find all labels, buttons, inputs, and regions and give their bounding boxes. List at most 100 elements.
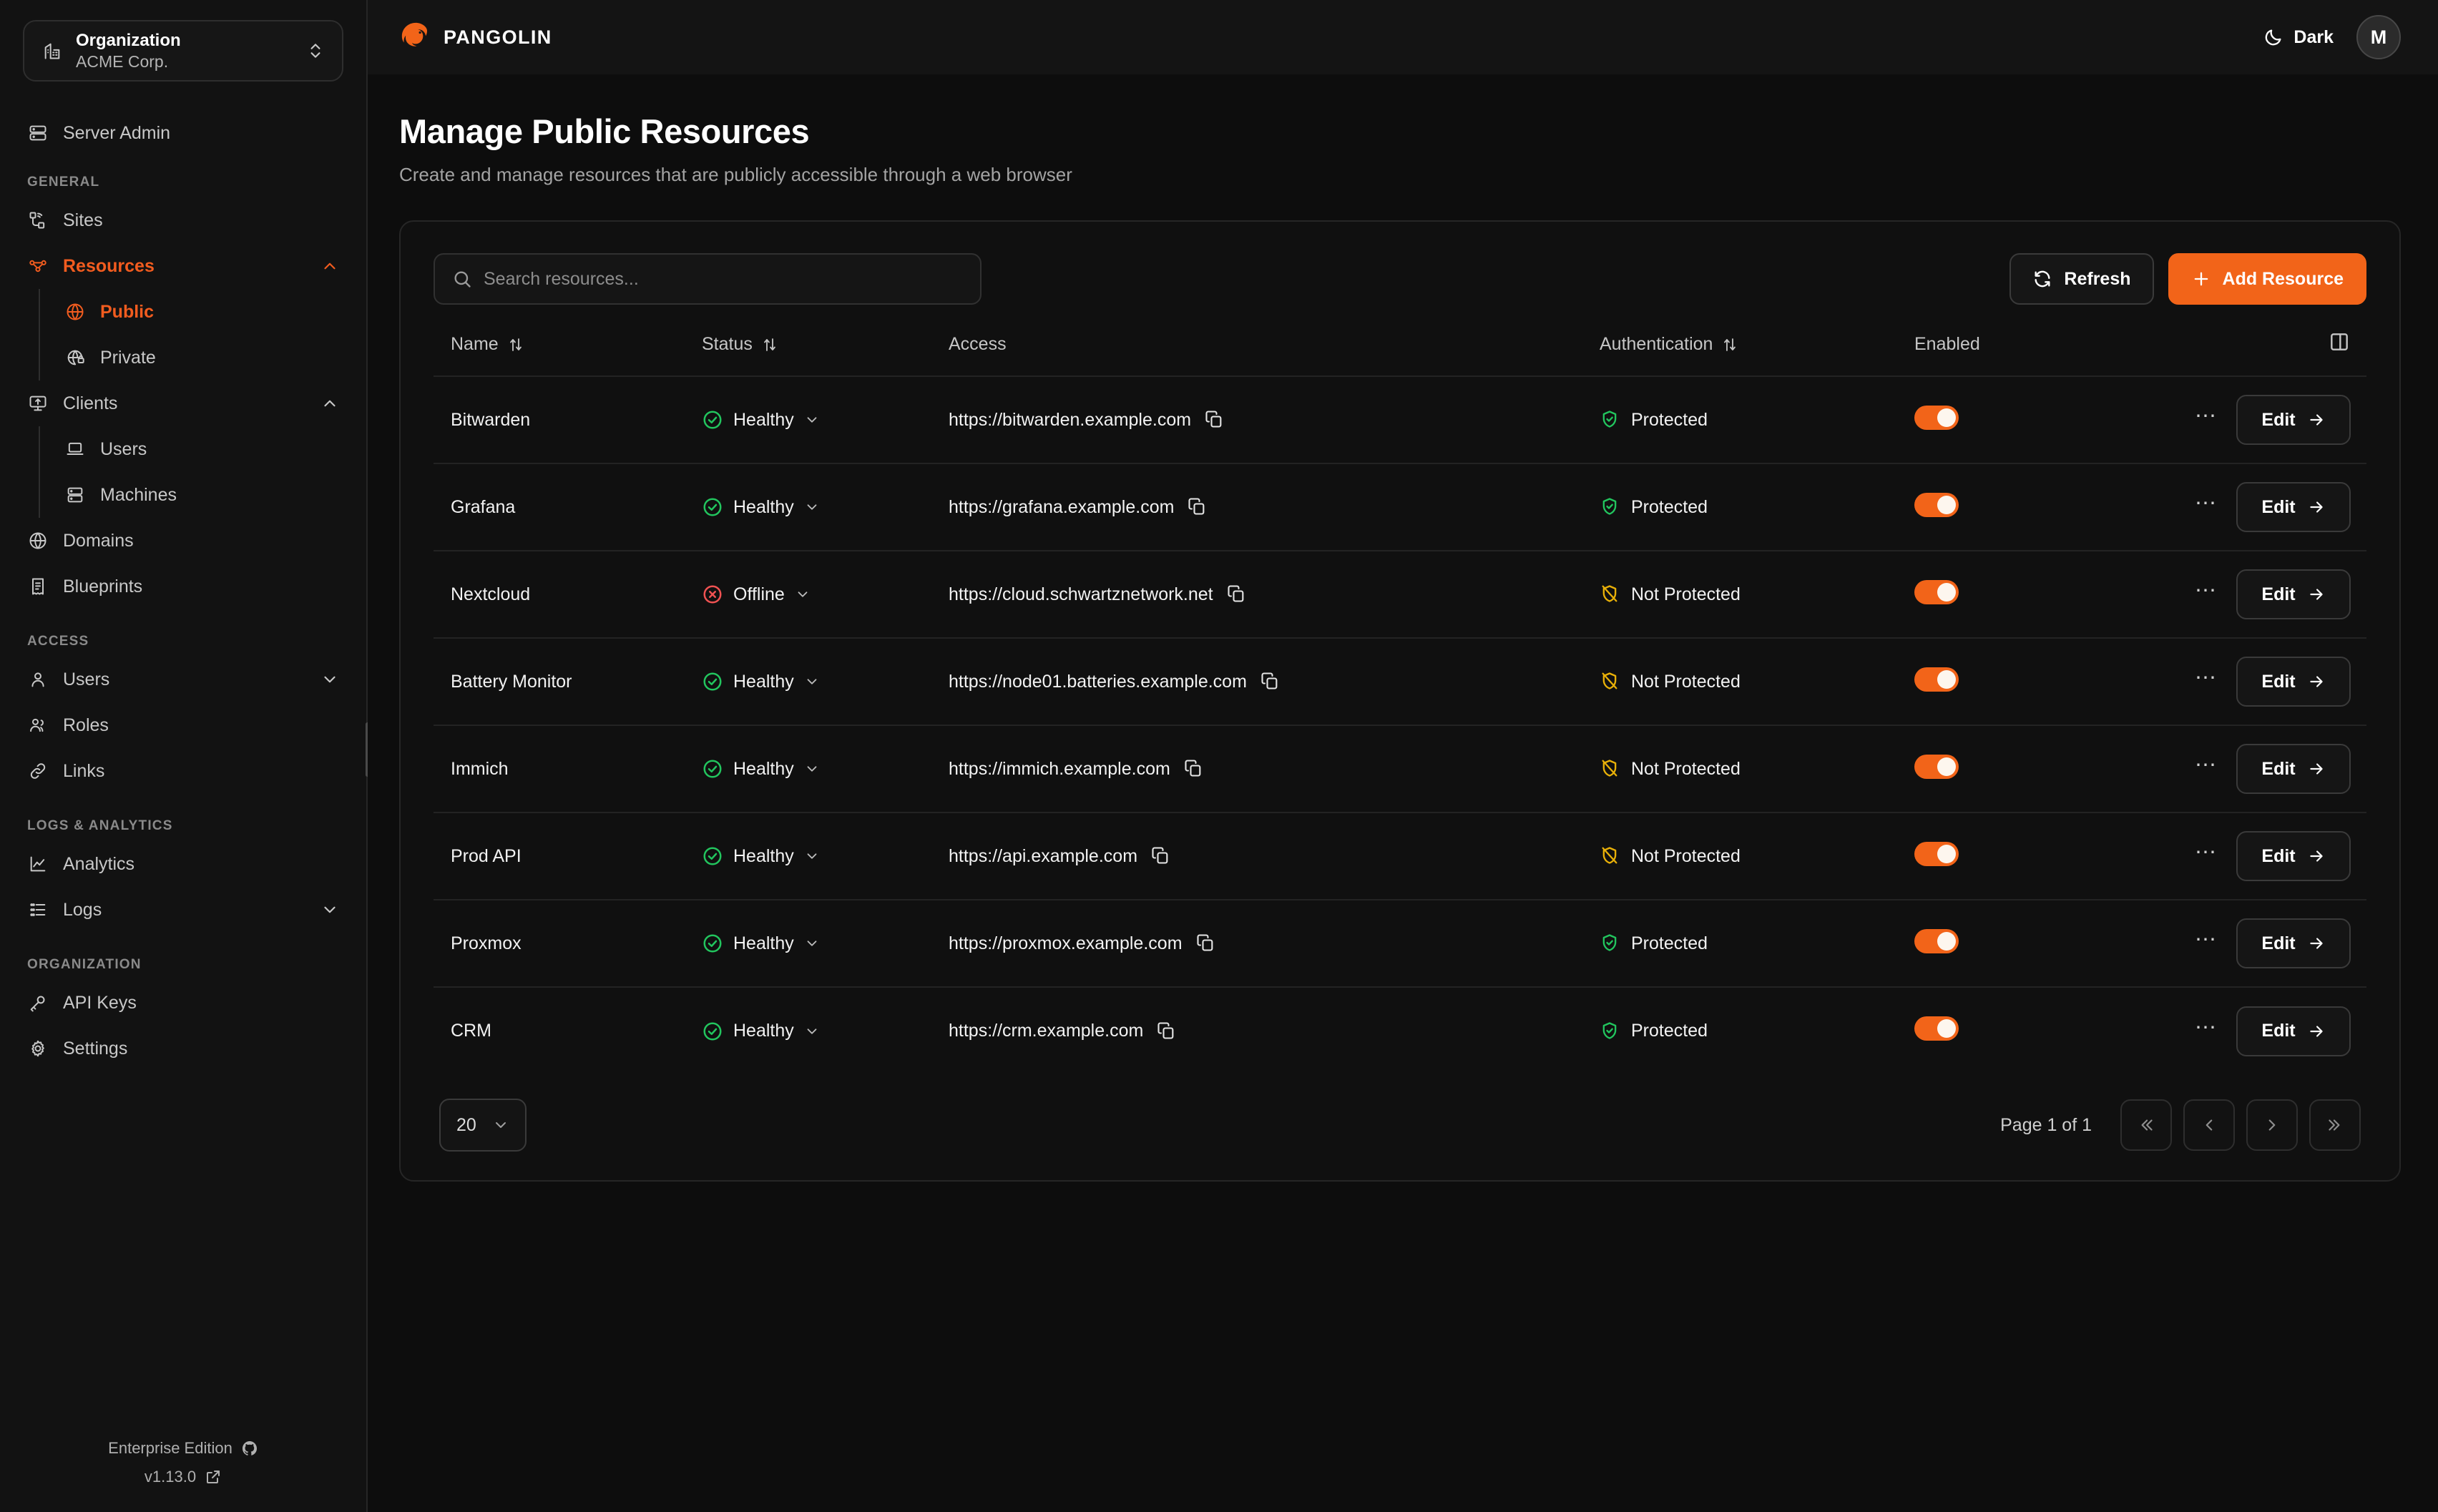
table-row[interactable]: Proxmox Healthy https://proxmox.example.… [434,899,2366,987]
row-menu-button[interactable]: ⋯ [2195,404,2218,428]
edit-button[interactable]: Edit [2236,482,2351,532]
sidebar-item-label: Server Admin [63,122,171,143]
status-healthy-icon [702,409,723,431]
sidebar-item-links[interactable]: Links [19,748,348,794]
copy-icon[interactable] [1204,409,1225,431]
column-visibility-icon[interactable] [2326,330,2351,355]
row-menu-button[interactable]: ⋯ [2195,840,2218,864]
cell-actions: ⋯ Edit [2122,725,2366,813]
sidebar-item-logs[interactable]: Logs [19,887,348,933]
theme-toggle[interactable]: Dark [2263,27,2334,48]
chevron-up-icon [320,394,339,413]
status-badge[interactable]: Healthy [702,671,949,692]
copy-icon[interactable] [1195,933,1217,954]
status-badge[interactable]: Healthy [702,1021,949,1042]
edit-button[interactable]: Edit [2236,1006,2351,1056]
row-menu-button[interactable]: ⋯ [2195,666,2218,689]
add-resource-button[interactable]: Add Resource [2168,253,2366,305]
sidebar-scrollbar[interactable] [366,722,369,777]
status-badge[interactable]: Healthy [702,933,949,954]
arrow-right-icon [2309,501,2323,513]
row-menu-button[interactable]: ⋯ [2195,579,2218,602]
column-header-status[interactable]: Status [702,330,949,376]
table-row[interactable]: Bitwarden Healthy https://bitwarden.exam… [434,375,2366,463]
copy-icon[interactable] [1226,584,1248,605]
sidebar-item-settings[interactable]: Settings [19,1026,348,1071]
table-row[interactable]: Immich Healthy https://immich.example.co… [434,725,2366,813]
previous-page-button[interactable] [2183,1099,2235,1151]
edit-button[interactable]: Edit [2236,395,2351,445]
enabled-toggle[interactable] [1914,1016,1959,1041]
org-switcher[interactable]: Organization ACME Corp. [23,20,343,82]
edit-label: Edit [2261,496,2296,517]
sidebar-item-sites[interactable]: Sites [19,197,348,243]
sidebar-item-users[interactable]: Users [19,657,348,702]
next-page-button[interactable] [2246,1099,2298,1151]
sidebar-item-users-client[interactable]: Users [56,426,348,472]
edit-button[interactable]: Edit [2236,569,2351,619]
sidebar-item-clients[interactable]: Clients [19,381,348,426]
refresh-button[interactable]: Refresh [2009,253,2154,305]
status-badge[interactable]: Offline [702,584,949,605]
resources-icon [27,255,49,277]
sidebar-section-organization: ORGANIZATION [27,957,142,972]
status-badge[interactable]: Healthy [702,758,949,780]
enabled-toggle[interactable] [1914,492,1959,517]
copy-icon[interactable] [1183,758,1205,780]
enabled-toggle[interactable] [1914,754,1959,779]
sidebar-item-server-admin[interactable]: Server Admin [19,110,348,156]
sidebar-item-private[interactable]: Private [56,335,348,381]
copy-icon[interactable] [1156,1021,1178,1042]
sidebar-item-public[interactable]: Public [56,289,348,335]
status-healthy-icon [702,845,723,867]
row-menu-button[interactable]: ⋯ [2195,491,2218,515]
column-header-name[interactable]: Name [434,330,702,376]
edit-button[interactable]: Edit [2236,744,2351,794]
enabled-toggle[interactable] [1914,667,1959,692]
sidebar-item-api-keys[interactable]: API Keys [19,980,348,1026]
enabled-toggle[interactable] [1914,928,1959,953]
avatar[interactable]: M [2356,15,2401,59]
copy-icon[interactable] [1187,496,1208,518]
sidebar-item-blueprints[interactable]: Blueprints [19,564,348,609]
topbar: PANGOLIN Dark M [368,0,2438,74]
version-link[interactable]: v1.13.0 [145,1468,222,1486]
table-row[interactable]: CRM Healthy https://crm.example.com Prot… [434,986,2366,1074]
first-page-button[interactable] [2120,1099,2172,1151]
sidebar-item-analytics[interactable]: Analytics [19,841,348,887]
row-menu-button[interactable]: ⋯ [2195,1015,2218,1039]
table-row[interactable]: Nextcloud Offline https://cloud.schwartz… [434,550,2366,638]
status-badge[interactable]: Healthy [702,496,949,518]
enabled-toggle[interactable] [1914,405,1959,430]
page-size-select[interactable]: 20 [439,1099,527,1152]
sidebar-item-resources[interactable]: Resources [19,243,348,289]
edition-link[interactable]: Enterprise Edition [108,1439,258,1458]
copy-icon[interactable] [1260,671,1281,692]
table-row[interactable]: Battery Monitor Healthy https://node01.b… [434,637,2366,725]
sidebar-item-domains[interactable]: Domains [19,518,348,564]
table-header-row: Name Status [434,330,2366,376]
brand[interactable]: PANGOLIN [399,21,552,54]
table-row[interactable]: Prod API Healthy https://api.example.com… [434,812,2366,900]
edit-button[interactable]: Edit [2236,831,2351,881]
row-menu-button[interactable]: ⋯ [2195,928,2218,951]
cell-actions: ⋯ Edit [2122,899,2366,987]
enabled-toggle[interactable] [1914,841,1959,866]
status-badge[interactable]: Healthy [702,845,949,867]
sidebar-item-roles[interactable]: Roles [19,702,348,748]
search-box[interactable] [434,253,981,305]
edit-button[interactable]: Edit [2236,918,2351,968]
sidebar-item-label: Blueprints [63,576,143,597]
edit-button[interactable]: Edit [2236,657,2351,707]
table-row[interactable]: Grafana Healthy https://grafana.example.… [434,463,2366,551]
sidebar-item-machines[interactable]: Machines [56,472,348,518]
column-header-authentication[interactable]: Authentication [1600,330,1914,376]
status-label: Healthy [733,671,794,692]
status-label: Healthy [733,845,794,866]
copy-icon[interactable] [1150,845,1172,867]
search-input[interactable] [484,268,963,290]
row-menu-button[interactable]: ⋯ [2195,753,2218,777]
enabled-toggle[interactable] [1914,579,1959,604]
status-badge[interactable]: Healthy [702,409,949,431]
last-page-button[interactable] [2309,1099,2361,1151]
